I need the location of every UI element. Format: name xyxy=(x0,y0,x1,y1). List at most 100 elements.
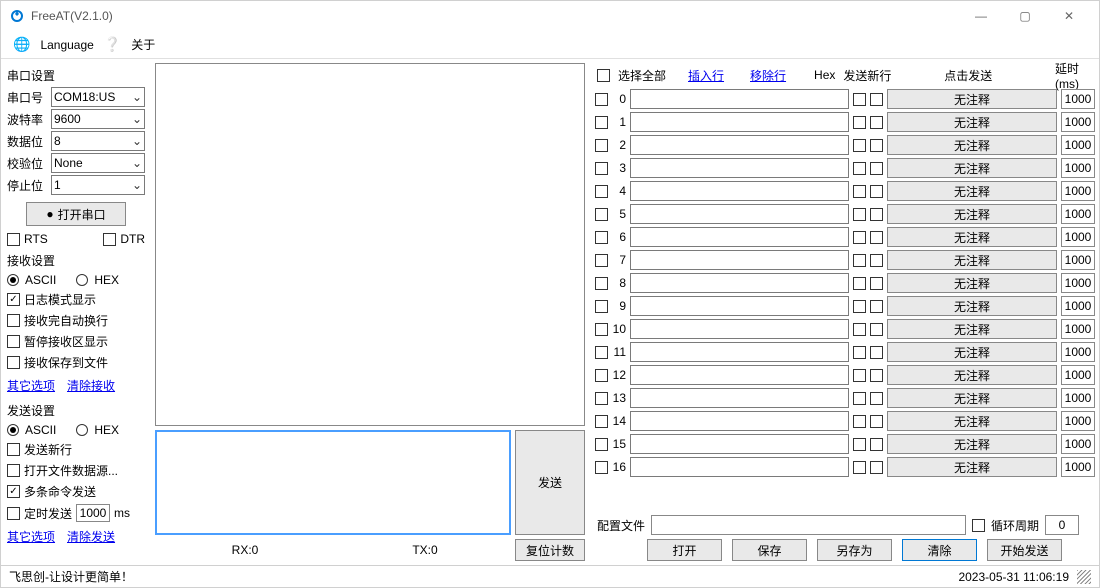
cycle-checkbox[interactable] xyxy=(972,519,985,532)
row-delay-input[interactable] xyxy=(1061,411,1095,431)
row-delay-input[interactable] xyxy=(1061,158,1095,178)
rts-checkbox[interactable] xyxy=(7,233,20,246)
insert-row-link[interactable]: 插入行 xyxy=(688,67,724,84)
row-newline-checkbox[interactable] xyxy=(870,231,883,244)
row-hex-checkbox[interactable] xyxy=(853,300,866,313)
row-send-button[interactable]: 无注释 xyxy=(887,434,1057,454)
row-hex-checkbox[interactable] xyxy=(853,346,866,359)
send-input-area[interactable] xyxy=(155,430,511,535)
row-newline-checkbox[interactable] xyxy=(870,93,883,106)
recv-hex-radio[interactable] xyxy=(76,274,88,286)
row-command-input[interactable] xyxy=(630,158,849,178)
data-combo[interactable]: 8 xyxy=(51,131,145,151)
row-send-button[interactable]: 无注释 xyxy=(887,227,1057,247)
row-send-button[interactable]: 无注释 xyxy=(887,89,1057,109)
row-select-checkbox[interactable] xyxy=(595,323,608,336)
row-delay-input[interactable] xyxy=(1061,296,1095,316)
row-delay-input[interactable] xyxy=(1061,89,1095,109)
clear-recv-link[interactable]: 清除接收 xyxy=(67,377,115,394)
auto-wrap-checkbox[interactable] xyxy=(7,314,20,327)
row-select-checkbox[interactable] xyxy=(595,461,608,474)
start-send-button[interactable]: 开始发送 xyxy=(987,539,1062,561)
row-command-input[interactable] xyxy=(630,227,849,247)
parity-combo[interactable]: None xyxy=(51,153,145,173)
row-delay-input[interactable] xyxy=(1061,227,1095,247)
close-button[interactable]: ✕ xyxy=(1047,2,1091,30)
row-send-button[interactable]: 无注释 xyxy=(887,112,1057,132)
row-command-input[interactable] xyxy=(630,388,849,408)
row-delay-input[interactable] xyxy=(1061,273,1095,293)
row-send-button[interactable]: 无注释 xyxy=(887,319,1057,339)
row-delay-input[interactable] xyxy=(1061,135,1095,155)
baud-combo[interactable]: 9600 xyxy=(51,109,145,129)
row-select-checkbox[interactable] xyxy=(595,369,608,382)
row-send-button[interactable]: 无注释 xyxy=(887,135,1057,155)
row-send-button[interactable]: 无注释 xyxy=(887,273,1057,293)
stop-combo[interactable]: 1 xyxy=(51,175,145,195)
row-command-input[interactable] xyxy=(630,250,849,270)
row-newline-checkbox[interactable] xyxy=(870,185,883,198)
row-hex-checkbox[interactable] xyxy=(853,93,866,106)
row-delay-input[interactable] xyxy=(1061,388,1095,408)
row-select-checkbox[interactable] xyxy=(595,139,608,152)
row-newline-checkbox[interactable] xyxy=(870,277,883,290)
row-delay-input[interactable] xyxy=(1061,434,1095,454)
row-newline-checkbox[interactable] xyxy=(870,254,883,267)
row-select-checkbox[interactable] xyxy=(595,277,608,290)
row-hex-checkbox[interactable] xyxy=(853,116,866,129)
open-port-button[interactable]: ●打开串口 xyxy=(26,202,126,226)
send-button[interactable]: 发送 xyxy=(515,430,585,535)
timed-value-input[interactable] xyxy=(76,504,110,522)
multi-cmd-checkbox[interactable]: ✓ xyxy=(7,485,20,498)
row-select-checkbox[interactable] xyxy=(595,254,608,267)
row-command-input[interactable] xyxy=(630,319,849,339)
row-send-button[interactable]: 无注释 xyxy=(887,204,1057,224)
row-delay-input[interactable] xyxy=(1061,342,1095,362)
row-select-checkbox[interactable] xyxy=(595,346,608,359)
row-hex-checkbox[interactable] xyxy=(853,277,866,290)
recv-other-opts-link[interactable]: 其它选项 xyxy=(7,377,55,394)
row-delay-input[interactable] xyxy=(1061,112,1095,132)
row-hex-checkbox[interactable] xyxy=(853,323,866,336)
row-hex-checkbox[interactable] xyxy=(853,162,866,175)
clear-send-link[interactable]: 清除发送 xyxy=(67,528,115,545)
row-command-input[interactable] xyxy=(630,135,849,155)
receive-area[interactable] xyxy=(155,63,585,426)
log-mode-checkbox[interactable]: ✓ xyxy=(7,293,20,306)
row-select-checkbox[interactable] xyxy=(595,185,608,198)
save-config-button[interactable]: 保存 xyxy=(732,539,807,561)
dtr-checkbox[interactable] xyxy=(103,233,116,246)
open-file-checkbox[interactable] xyxy=(7,464,20,477)
config-file-input[interactable] xyxy=(651,515,966,535)
row-delay-input[interactable] xyxy=(1061,250,1095,270)
row-delay-input[interactable] xyxy=(1061,319,1095,339)
row-select-checkbox[interactable] xyxy=(595,415,608,428)
row-hex-checkbox[interactable] xyxy=(853,208,866,221)
row-select-checkbox[interactable] xyxy=(595,208,608,221)
row-send-button[interactable]: 无注释 xyxy=(887,388,1057,408)
row-hex-checkbox[interactable] xyxy=(853,415,866,428)
row-select-checkbox[interactable] xyxy=(595,300,608,313)
row-select-checkbox[interactable] xyxy=(595,231,608,244)
row-newline-checkbox[interactable] xyxy=(870,208,883,221)
timed-send-checkbox[interactable] xyxy=(7,507,20,520)
menu-about[interactable]: 关于 xyxy=(131,36,155,53)
row-send-button[interactable]: 无注释 xyxy=(887,342,1057,362)
remove-row-link[interactable]: 移除行 xyxy=(750,67,786,84)
row-command-input[interactable] xyxy=(630,273,849,293)
send-newline-checkbox[interactable] xyxy=(7,443,20,456)
row-select-checkbox[interactable] xyxy=(595,162,608,175)
row-hex-checkbox[interactable] xyxy=(853,369,866,382)
cycle-value-input[interactable] xyxy=(1045,515,1079,535)
row-select-checkbox[interactable] xyxy=(595,116,608,129)
row-newline-checkbox[interactable] xyxy=(870,300,883,313)
save-as-config-button[interactable]: 另存为 xyxy=(817,539,892,561)
row-delay-input[interactable] xyxy=(1061,181,1095,201)
row-command-input[interactable] xyxy=(630,181,849,201)
row-send-button[interactable]: 无注释 xyxy=(887,158,1057,178)
row-select-checkbox[interactable] xyxy=(595,93,608,106)
row-send-button[interactable]: 无注释 xyxy=(887,365,1057,385)
row-newline-checkbox[interactable] xyxy=(870,346,883,359)
port-combo[interactable]: COM18:US xyxy=(51,87,145,107)
row-command-input[interactable] xyxy=(630,296,849,316)
